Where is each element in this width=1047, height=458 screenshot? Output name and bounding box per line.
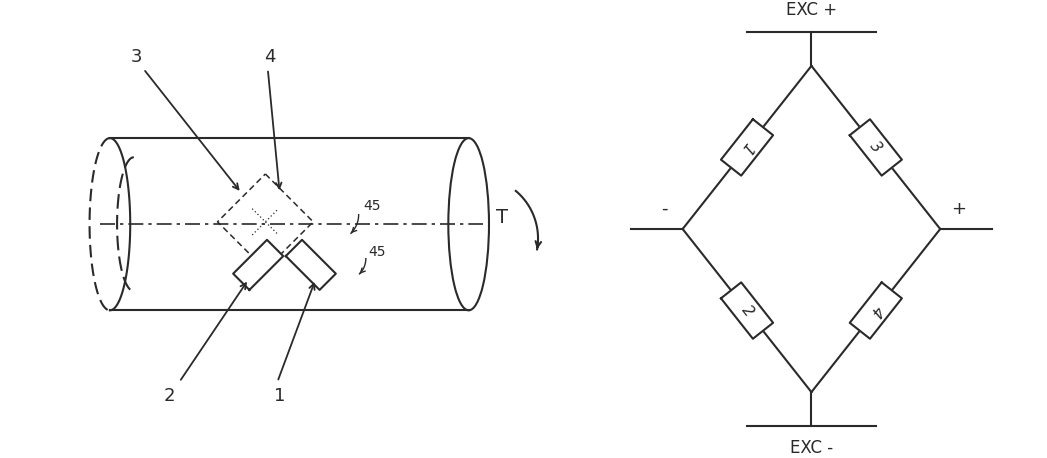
Text: 1: 1 xyxy=(274,387,286,405)
Polygon shape xyxy=(233,240,284,290)
Text: 45: 45 xyxy=(369,245,385,259)
Text: 45: 45 xyxy=(363,199,381,213)
Polygon shape xyxy=(286,240,336,290)
Text: 3: 3 xyxy=(867,139,885,156)
Text: EXC +: EXC + xyxy=(786,0,837,19)
Text: 2: 2 xyxy=(738,302,756,319)
Text: 1: 1 xyxy=(738,139,756,156)
Text: 2: 2 xyxy=(164,387,176,405)
Polygon shape xyxy=(850,283,901,339)
Text: -: - xyxy=(662,200,668,218)
Text: 3: 3 xyxy=(131,48,142,66)
Text: +: + xyxy=(951,200,965,218)
Polygon shape xyxy=(850,119,901,175)
Text: EXC -: EXC - xyxy=(789,439,833,458)
Text: 4: 4 xyxy=(265,48,276,66)
Text: 4: 4 xyxy=(867,302,885,319)
Polygon shape xyxy=(721,119,773,175)
Text: T: T xyxy=(496,207,508,227)
Polygon shape xyxy=(721,283,773,339)
